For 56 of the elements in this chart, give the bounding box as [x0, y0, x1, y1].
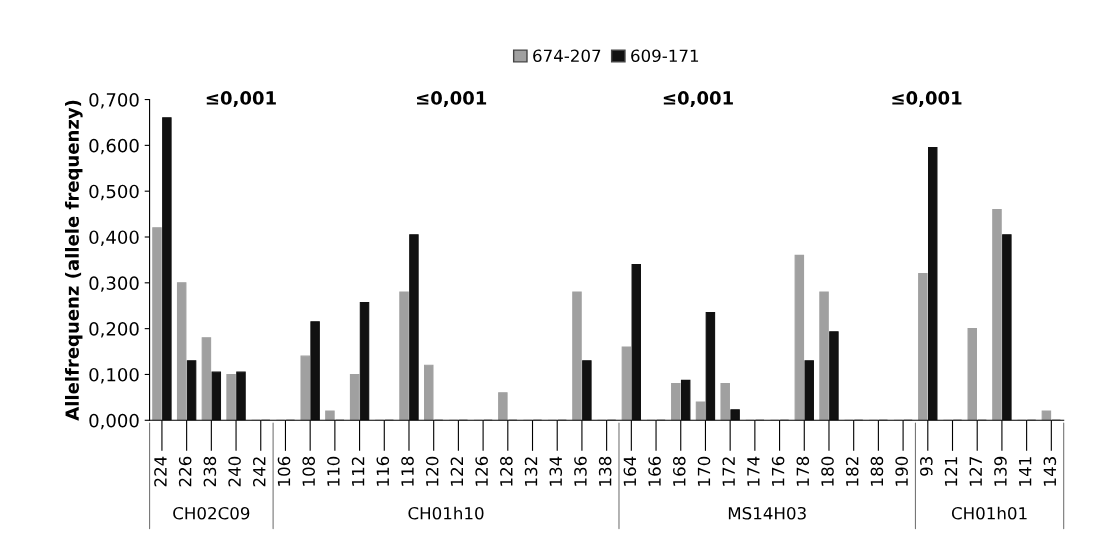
- x-tick-label: 120: [425, 456, 439, 486]
- y-tick-label: 0,200: [89, 322, 139, 338]
- annotation: ≤0,001: [892, 91, 962, 108]
- x-tick-label: 136: [574, 456, 587, 486]
- x-tick-label: 121: [944, 457, 958, 486]
- annotation: ≤0,001: [663, 91, 733, 108]
- x-tick-label: 116: [376, 456, 390, 486]
- text: CH02C09: [173, 506, 250, 520]
- x-tick-label: 132: [524, 457, 538, 486]
- text: CH01h10: [408, 506, 484, 520]
- x-tick-label: 168: [672, 456, 686, 486]
- x-tick-label: 226: [178, 456, 192, 487]
- annotation: ≤0,001: [417, 91, 487, 108]
- x-tick-label: 139: [994, 456, 1007, 486]
- x-tick-label: 242: [252, 457, 266, 487]
- x-tick-label: 240: [228, 456, 241, 487]
- annotation: ≤0,001: [206, 91, 276, 108]
- x-tick-label: 134: [549, 456, 563, 486]
- x-tick-label: 178: [796, 456, 810, 486]
- text: MS14H03: [728, 506, 806, 520]
- y-tick-label: 0,600: [89, 138, 139, 155]
- x-tick-label: 224: [154, 456, 167, 487]
- x-tick-label: 93: [920, 457, 933, 476]
- x-tick-label: 188: [870, 456, 884, 486]
- x-tick-label: 180: [821, 456, 834, 486]
- x-tick-label: 174: [747, 456, 760, 486]
- y-tick-label: 0,000: [89, 413, 139, 430]
- x-tick-label: 126: [475, 456, 488, 486]
- x-tick-label: 176: [771, 456, 785, 486]
- legend-label: 674-207: [533, 49, 601, 63]
- y-axis-title: Allelfrequenz (allele frequenzy): [65, 100, 83, 421]
- x-tick-label: 172: [722, 457, 735, 486]
- legend-label: 609-171: [631, 49, 699, 63]
- y-tick-label: 0,500: [89, 184, 139, 201]
- x-tick-label: 127: [969, 457, 982, 486]
- x-tick-label: 112: [351, 457, 365, 486]
- x-tick-label: 122: [450, 457, 463, 486]
- x-tick-label: 143: [1043, 457, 1057, 486]
- x-tick-label: 108: [302, 456, 315, 486]
- y-tick-label: 0,700: [89, 93, 139, 109]
- x-tick-label: 238: [203, 456, 217, 487]
- x-tick-label: 170: [697, 456, 711, 486]
- x-tick-label: 106: [277, 456, 291, 486]
- x-tick-label: 138: [598, 456, 612, 486]
- x-tick-label: 190: [895, 456, 908, 486]
- y-tick-label: 0,300: [89, 276, 139, 292]
- y-tick-label: 0,100: [89, 367, 139, 384]
- x-tick-label: 128: [500, 456, 513, 486]
- x-tick-label: 110: [327, 456, 340, 486]
- x-tick-label: 182: [845, 457, 859, 486]
- x-tick-label: 141: [1019, 457, 1032, 486]
- x-tick-label: 166: [648, 456, 661, 486]
- text: CH01h01: [951, 506, 1027, 520]
- y-tick-label: 0,400: [89, 230, 139, 246]
- x-tick-label: 118: [401, 456, 414, 486]
- x-tick-label: 164: [623, 456, 637, 486]
